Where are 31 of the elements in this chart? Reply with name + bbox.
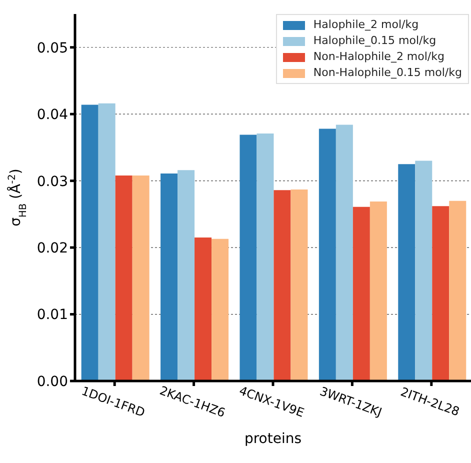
bar [212,238,229,381]
bar [318,128,336,381]
y-tick-label: 0.01 [36,307,68,324]
bar [449,200,466,381]
bar [194,238,212,381]
legend-label: Non-Halophile_2 mol/kg [313,49,444,65]
legend-label: Halophile_0.15 mol/kg [313,33,436,49]
bar [256,133,274,381]
bar [98,103,116,381]
bar [290,189,308,381]
y-tick-label: 0.00 [36,374,68,390]
bar [432,206,450,381]
bar [370,202,387,381]
bar [178,170,195,381]
bar [115,175,132,381]
bar [160,173,178,381]
bar [274,190,291,381]
bar [415,160,432,381]
legend-label: Non-Halophile_0.15 mol/kg [313,65,462,81]
bar [132,175,150,381]
bar [336,124,353,381]
y-tick-label: 0.02 [36,240,68,257]
y-tick-label: 0.04 [36,107,68,124]
y-tick-label: 0.03 [36,174,68,190]
bar [352,206,370,381]
y-tick-label: 0.05 [36,40,68,56]
legend-label: Halophile_2 mol/kg [313,17,419,33]
bar [81,104,98,381]
x-axis-title: proteins [244,431,302,447]
bar [240,134,257,381]
bar [398,164,416,381]
